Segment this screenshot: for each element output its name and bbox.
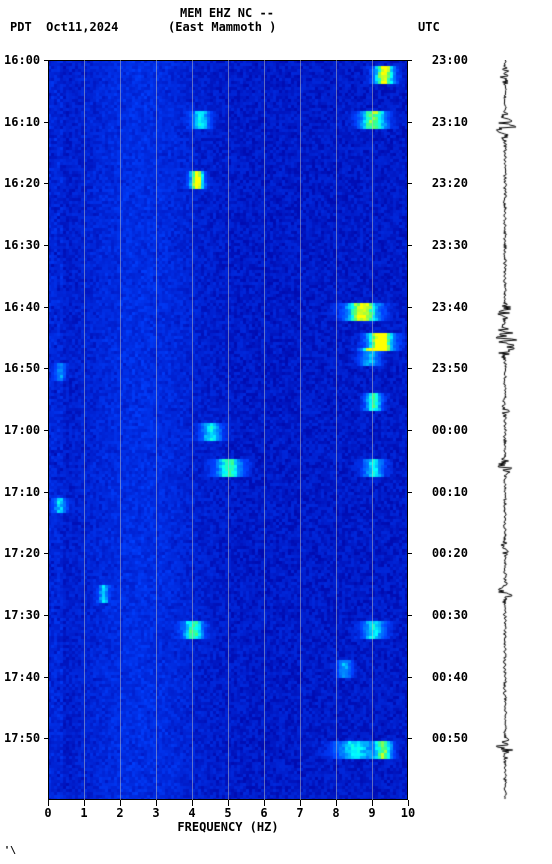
y-left-label: 16:00: [4, 53, 48, 67]
tz-left: PDT: [10, 20, 32, 34]
station-name: (East Mammoth ): [168, 20, 276, 34]
grid-line: [300, 60, 301, 800]
y-right-label: 23:00: [408, 53, 468, 67]
grid-line: [228, 60, 229, 800]
y-left-label: 17:10: [4, 485, 48, 499]
tz-right: UTC: [418, 20, 440, 34]
y-right-label: 23:30: [408, 238, 468, 252]
y-left-label: 16:50: [4, 361, 48, 375]
grid-line: [84, 60, 85, 800]
y-left-label: 16:40: [4, 300, 48, 314]
x-tick-label: 9: [368, 806, 375, 820]
y-left-label: 17:20: [4, 546, 48, 560]
x-tick-label: 0: [44, 806, 51, 820]
x-tick-label: 1: [80, 806, 87, 820]
y-left-label: 16:10: [4, 115, 48, 129]
y-right-label: 00:10: [408, 485, 468, 499]
x-tick-label: 10: [401, 806, 415, 820]
grid-line: [372, 60, 373, 800]
station-code: MEM EHZ NC --: [180, 6, 274, 20]
x-axis-title: FREQUENCY (HZ): [177, 820, 278, 834]
spectrogram-plot: 16:0016:1016:2016:3016:4016:5017:0017:10…: [48, 60, 408, 800]
x-tick-label: 7: [296, 806, 303, 820]
y-left-label: 17:50: [4, 731, 48, 745]
y-right-label: 00:40: [408, 670, 468, 684]
grid-line: [264, 60, 265, 800]
y-left-label: 17:30: [4, 608, 48, 622]
y-left-label: 17:00: [4, 423, 48, 437]
grid-line: [120, 60, 121, 800]
date: Oct11,2024: [46, 20, 118, 34]
root: MEM EHZ NC -- PDT Oct11,2024 (East Mammo…: [0, 0, 552, 864]
x-tick-label: 2: [116, 806, 123, 820]
y-right-label: 00:30: [408, 608, 468, 622]
x-tick-label: 6: [260, 806, 267, 820]
seismogram-trace: [490, 60, 520, 800]
y-right-label: 23:50: [408, 361, 468, 375]
grid-line: [336, 60, 337, 800]
y-right-label: 00:20: [408, 546, 468, 560]
footer-mark: '\: [4, 845, 16, 856]
x-tick-label: 8: [332, 806, 339, 820]
grid-line: [192, 60, 193, 800]
y-right-label: 00:50: [408, 731, 468, 745]
y-left-label: 17:40: [4, 670, 48, 684]
y-right-label: 23:20: [408, 176, 468, 190]
x-tick-label: 4: [188, 806, 195, 820]
y-right-label: 00:00: [408, 423, 468, 437]
y-left-label: 16:30: [4, 238, 48, 252]
y-left-label: 16:20: [4, 176, 48, 190]
grid-line: [156, 60, 157, 800]
x-tick-label: 5: [224, 806, 231, 820]
y-right-label: 23:10: [408, 115, 468, 129]
header-left: PDT Oct11,2024: [10, 20, 118, 34]
x-tick-label: 3: [152, 806, 159, 820]
y-right-label: 23:40: [408, 300, 468, 314]
